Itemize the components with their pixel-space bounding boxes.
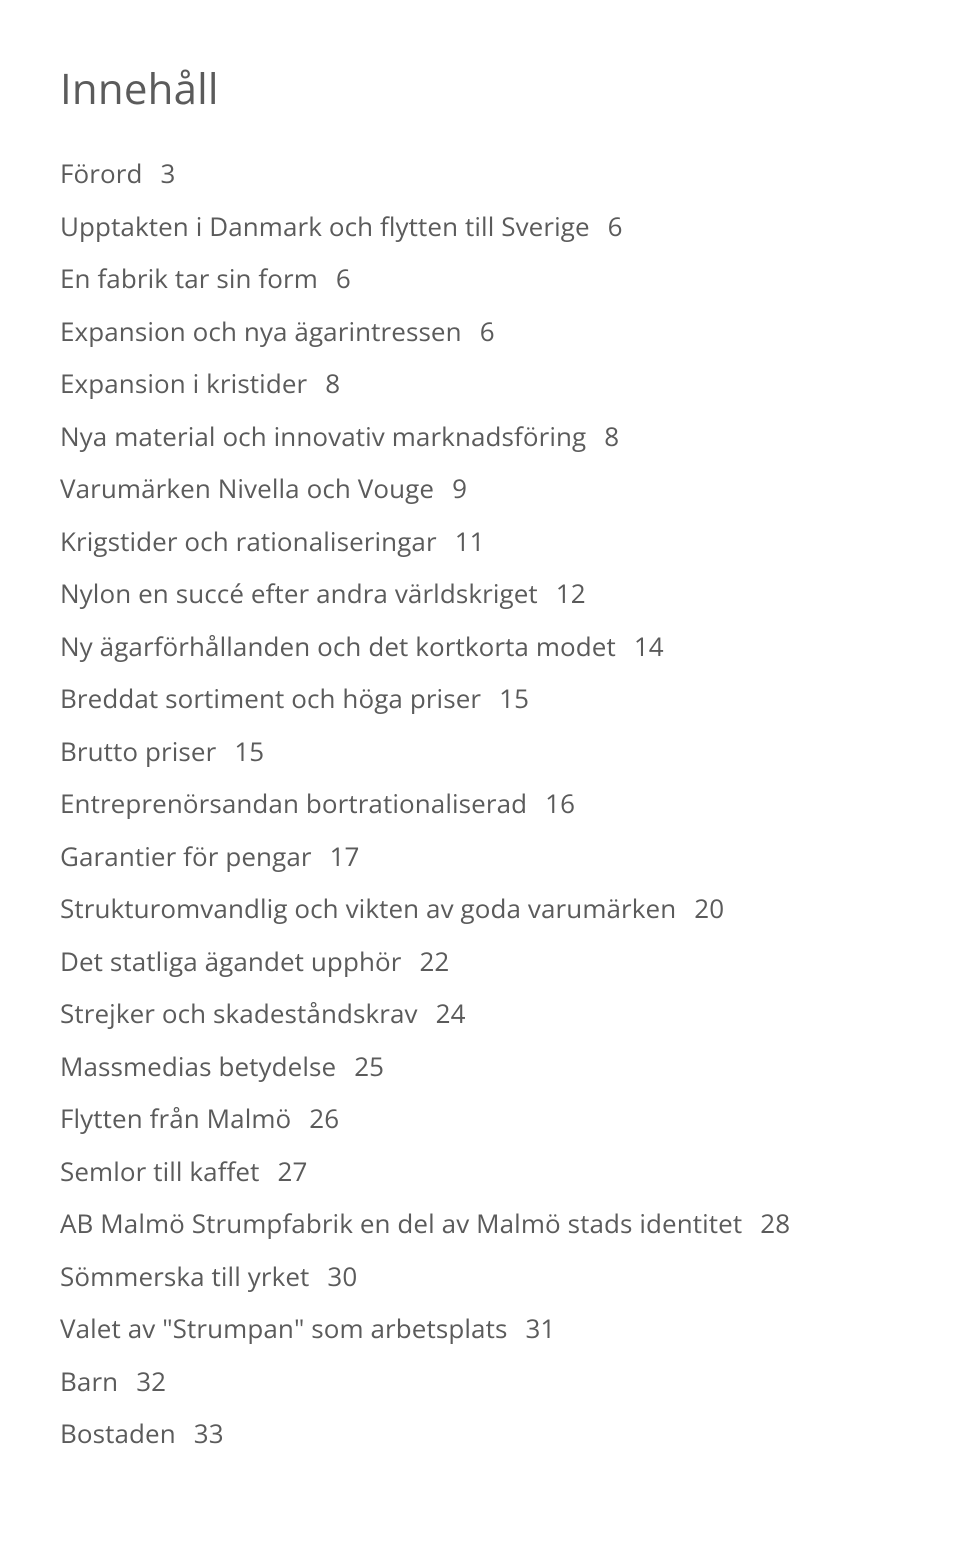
toc-entry: Breddat sortiment och höga priser 15 [60,682,900,715]
toc-entry: Flytten från Malmö 26 [60,1102,900,1135]
toc-entry-page: 26 [309,1100,339,1136]
toc-entry-page: 32 [136,1363,166,1399]
toc-entry: Förord 3 [60,157,900,190]
toc-entry-title: Nylon en succé efter andra världskriget [60,575,538,611]
toc-entry-page: 20 [694,890,724,926]
toc-entry-page: 33 [194,1415,224,1451]
toc-entry-page: 15 [499,680,529,716]
toc-entry: Garantier för pengar 17 [60,840,900,873]
toc-entry-title: AB Malmö Strumpfabrik en del av Malmö st… [60,1205,742,1241]
toc-entry-page: 17 [330,838,360,874]
toc-entry: Varumärken Nivella och Vouge 9 [60,472,900,505]
toc-entry: Det statliga ägandet upphör 22 [60,945,900,978]
toc-entry-page: 22 [419,943,449,979]
toc-entry: Nya material och innovativ marknadsförin… [60,420,900,453]
toc-entry: Expansion och nya ägarintressen 6 [60,315,900,348]
toc-entry-title: Varumärken Nivella och Vouge [60,470,434,506]
toc-entry-page: 25 [354,1048,384,1084]
toc-entry-title: Garantier för pengar [60,838,312,874]
toc-entry-page: 15 [234,733,264,769]
toc-entry: Ny ägarförhållanden och det kortkorta mo… [60,630,900,663]
toc-entry-title: Bostaden [60,1415,176,1451]
toc-entry-page: 24 [436,995,466,1031]
toc-entry: Bostaden 33 [60,1417,900,1450]
toc-entry-page: 27 [278,1153,308,1189]
toc-entry-page: 30 [327,1258,357,1294]
toc-entry-page: 16 [545,785,575,821]
toc-entry: Strejker och skadeståndskrav 24 [60,997,900,1030]
toc-entry-title: Breddat sortiment och höga priser [60,680,481,716]
toc-entry-title: Krigstider och rationaliseringar [60,523,437,559]
toc-entry-title: Det statliga ägandet upphör [60,943,401,979]
toc-entry: Brutto priser 15 [60,735,900,768]
toc-entry-title: Strukturomvandlig och vikten av goda var… [60,890,676,926]
page-title: Innehåll [60,60,900,117]
toc-entry: Upptakten i Danmark och flytten till Sve… [60,210,900,243]
toc-entry-title: Semlor till kaffet [60,1153,260,1189]
toc-entry: Semlor till kaffet 27 [60,1155,900,1188]
toc-entry: AB Malmö Strumpfabrik en del av Malmö st… [60,1207,900,1240]
toc-entry-title: Expansion i kristider [60,365,307,401]
toc-entry-page: 8 [604,418,619,454]
toc-entry: Valet av "Strumpan" som arbetsplats 31 [60,1312,900,1345]
toc-entry-page: 6 [480,313,495,349]
toc-entry-title: Entreprenörsandan bortrationaliserad [60,785,527,821]
toc-entry-page: 28 [760,1205,790,1241]
toc-entry-title: Nya material och innovativ marknadsförin… [60,418,586,454]
toc-entry-title: Flytten från Malmö [60,1100,291,1136]
toc-entry-page: 11 [455,523,485,559]
toc-entry-title: Barn [60,1363,118,1399]
toc-entry: En fabrik tar sin form 6 [60,262,900,295]
toc-entry: Expansion i kristider 8 [60,367,900,400]
toc-entry: Massmedias betydelse 25 [60,1050,900,1083]
toc-entry-title: Ny ägarförhållanden och det kortkorta mo… [60,628,616,664]
toc-entry: Krigstider och rationaliseringar 11 [60,525,900,558]
toc-entry-title: Förord [60,155,142,191]
toc-entry-title: Strejker och skadeståndskrav [60,995,418,1031]
toc-entry-title: Sömmerska till yrket [60,1258,309,1294]
toc-entry-title: Upptakten i Danmark och flytten till Sve… [60,208,590,244]
toc-entry-title: Massmedias betydelse [60,1048,336,1084]
toc-entry-page: 6 [336,260,351,296]
toc-entry-page: 9 [452,470,467,506]
toc-entry-page: 31 [525,1310,555,1346]
toc-entry: Entreprenörsandan bortrationaliserad 16 [60,787,900,820]
toc-entry: Nylon en succé efter andra världskriget 1… [60,577,900,610]
toc-entry: Barn 32 [60,1365,900,1398]
toc-entry: Strukturomvandlig och vikten av goda var… [60,892,900,925]
toc-entry-page: 3 [160,155,175,191]
toc-entry-page: 14 [634,628,664,664]
toc-entry-title: Brutto priser [60,733,216,769]
table-of-contents: Förord 3 Upptakten i Danmark och flytten t… [60,157,900,1450]
toc-entry-title: Expansion och nya ägarintressen [60,313,462,349]
toc-entry-page: 8 [325,365,340,401]
toc-entry-page: 12 [556,575,586,611]
toc-entry: Sömmerska till yrket 30 [60,1260,900,1293]
toc-entry-title: En fabrik tar sin form [60,260,318,296]
toc-entry-title: Valet av "Strumpan" som arbetsplats [60,1310,507,1346]
toc-entry-page: 6 [608,208,623,244]
